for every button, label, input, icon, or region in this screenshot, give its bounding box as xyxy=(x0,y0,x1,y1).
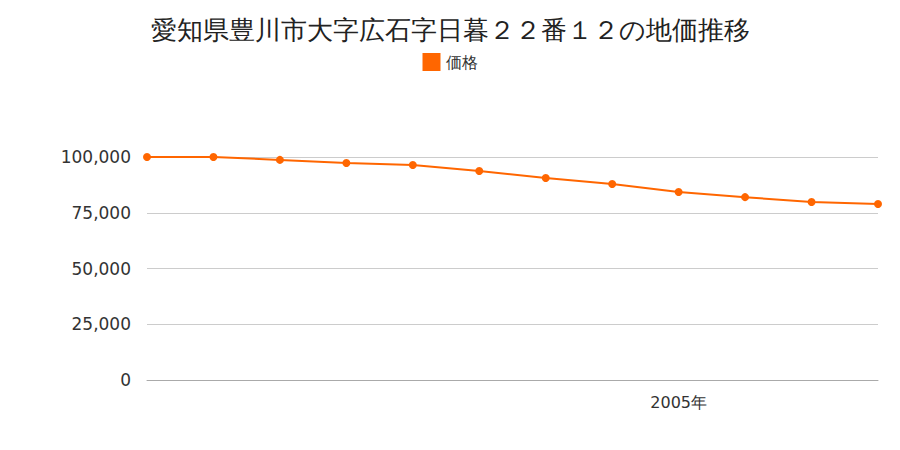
svg-text:愛知県豊川市大字広石字日暮２２番１２の地価推移: 愛知県豊川市大字広石字日暮２２番１２の地価推移 xyxy=(151,15,750,45)
svg-text:25,000: 25,000 xyxy=(72,314,131,334)
svg-text:0: 0 xyxy=(120,370,131,390)
svg-text:100,000: 100,000 xyxy=(61,147,131,167)
svg-text:価格: 価格 xyxy=(446,53,478,72)
svg-text:2005年: 2005年 xyxy=(650,393,707,412)
svg-text:75,000: 75,000 xyxy=(72,203,131,223)
svg-text:50,000: 50,000 xyxy=(72,259,131,279)
